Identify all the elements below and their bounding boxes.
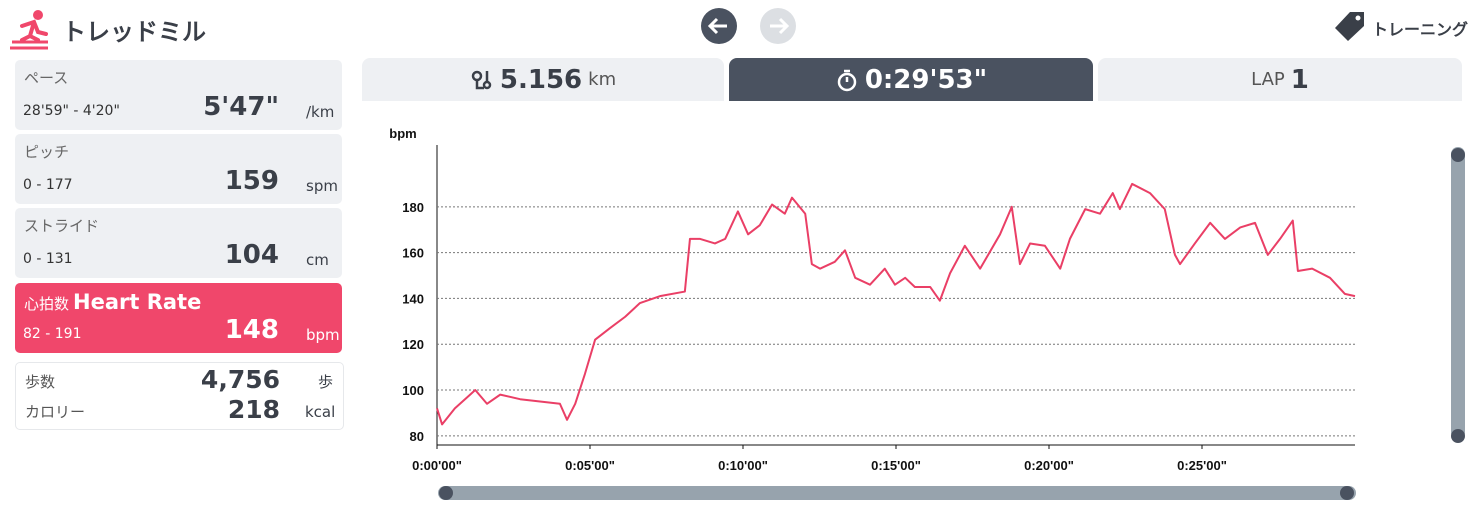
calorie-label: カロリー xyxy=(25,403,86,421)
y-tick-label: 180 xyxy=(402,200,424,215)
stat-label: ストライド xyxy=(24,215,99,236)
time-value: 0:29'53" xyxy=(864,64,988,95)
y-axis-label: bpm xyxy=(389,126,416,141)
nav-arrows xyxy=(701,8,796,44)
stat-value: 148 xyxy=(224,315,279,345)
stat-card: ストライド 0 - 131 104 cm xyxy=(15,208,342,278)
slider-handle[interactable] xyxy=(1451,429,1465,443)
y-tick-label: 100 xyxy=(402,383,424,398)
stopwatch-icon xyxy=(837,69,857,91)
calorie-value: 218 xyxy=(227,395,280,424)
route-icon xyxy=(471,70,492,89)
steps-unit: 歩 xyxy=(318,373,334,391)
stat-value: 104 xyxy=(224,240,279,270)
stat-card: ペース 28'59" - 4'20" 5'47" /km xyxy=(15,60,342,130)
x-tick-label: 0:00'00" xyxy=(412,458,462,473)
calorie-unit: kcal xyxy=(305,403,336,421)
stat-unit: bpm xyxy=(306,326,340,344)
next-button[interactable] xyxy=(760,8,796,44)
slider-handle[interactable] xyxy=(1340,486,1354,500)
stat-range: 0 - 177 xyxy=(23,177,73,193)
stat-label: ピッチ xyxy=(24,141,69,162)
stat-range: 0 - 131 xyxy=(23,251,73,267)
stat-label: 心拍数 Heart Rate xyxy=(24,290,201,314)
steps-label: 歩数 xyxy=(25,373,56,391)
distance-tab[interactable]: 5.156 km xyxy=(362,58,724,101)
x-tick-label: 0:15'00" xyxy=(871,458,921,473)
horizontal-slider[interactable] xyxy=(438,486,1356,500)
distance-value: 5.156 xyxy=(499,64,583,95)
x-tick-label: 0:25'00" xyxy=(1177,458,1227,473)
stat-label-text: ピッチ xyxy=(24,143,70,161)
stat-unit: cm xyxy=(306,251,329,269)
stat-range: 82 - 191 xyxy=(23,326,82,342)
training-link[interactable]: トレーニング xyxy=(1372,20,1469,39)
prev-button[interactable] xyxy=(701,8,737,44)
stat-range: 28'59" - 4'20" xyxy=(23,103,120,119)
stat-unit: spm xyxy=(306,177,338,195)
slider-handle[interactable] xyxy=(439,486,453,500)
stat-value: 5'47" xyxy=(203,92,279,122)
slider-handle[interactable] xyxy=(1451,148,1465,162)
x-tick-label: 0:05'00" xyxy=(565,458,615,473)
steps-value: 4,756 xyxy=(200,365,280,394)
stat-card: ピッチ 0 - 177 159 spm xyxy=(15,134,342,204)
stat-label-text: ストライド xyxy=(24,217,100,235)
page-title: トレッドミル xyxy=(62,18,206,46)
tag-icon xyxy=(1335,12,1364,41)
y-tick-label: 140 xyxy=(402,291,424,306)
treadmill-icon xyxy=(10,10,48,50)
vertical-slider[interactable] xyxy=(1451,147,1465,439)
stat-subtitle: Heart Rate xyxy=(73,290,202,314)
y-tick-label: 160 xyxy=(402,246,424,261)
y-tick-label: 80 xyxy=(410,429,424,444)
time-tab[interactable]: 0:29'53" xyxy=(729,58,1093,101)
lap-value: 1 xyxy=(1290,64,1309,95)
lap-label: LAP xyxy=(1251,69,1285,90)
distance-unit: km xyxy=(588,69,617,90)
lap-tab[interactable]: LAP 1 xyxy=(1098,58,1462,101)
y-tick-label: 120 xyxy=(402,337,424,352)
stat-card: 心拍数 Heart Rate 82 - 191 148 bpm xyxy=(15,283,342,353)
stat-value: 159 xyxy=(224,166,279,196)
stat-label: ペース xyxy=(24,67,68,88)
totals-card: 歩数 4,756 歩 カロリー 218 kcal xyxy=(15,362,344,430)
heart-rate-line xyxy=(436,182,1356,426)
x-tick-label: 0:10'00" xyxy=(718,458,768,473)
stat-label-text: ペース xyxy=(24,69,69,87)
stat-label-text: 心拍数 xyxy=(24,295,70,313)
x-tick-label: 0:20'00" xyxy=(1024,458,1074,473)
stat-unit: /km xyxy=(306,103,335,121)
